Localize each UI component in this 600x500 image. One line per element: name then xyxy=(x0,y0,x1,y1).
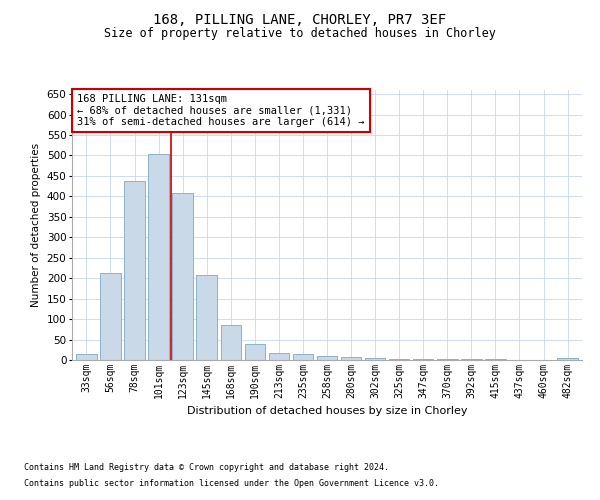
Text: Contains HM Land Registry data © Crown copyright and database right 2024.: Contains HM Land Registry data © Crown c… xyxy=(24,464,389,472)
Bar xyxy=(100,273,121,360)
Bar xyxy=(485,359,506,360)
Text: Contains public sector information licensed under the Open Government Licence v3: Contains public sector information licen… xyxy=(24,478,439,488)
Bar xyxy=(172,193,193,360)
Bar xyxy=(437,359,458,360)
Bar xyxy=(76,354,97,360)
Bar xyxy=(196,276,217,360)
Bar xyxy=(557,358,578,360)
Text: Size of property relative to detached houses in Chorley: Size of property relative to detached ho… xyxy=(104,28,496,40)
Bar xyxy=(245,344,265,360)
Bar xyxy=(365,358,385,360)
X-axis label: Distribution of detached houses by size in Chorley: Distribution of detached houses by size … xyxy=(187,406,467,416)
Bar xyxy=(413,359,433,360)
Text: 168 PILLING LANE: 131sqm
← 68% of detached houses are smaller (1,331)
31% of sem: 168 PILLING LANE: 131sqm ← 68% of detach… xyxy=(77,94,365,127)
Bar xyxy=(341,356,361,360)
Bar xyxy=(389,359,409,360)
Bar xyxy=(148,154,169,360)
Bar xyxy=(461,359,482,360)
Bar xyxy=(221,325,241,360)
Y-axis label: Number of detached properties: Number of detached properties xyxy=(31,143,41,307)
Bar xyxy=(293,354,313,360)
Bar xyxy=(124,181,145,360)
Bar xyxy=(269,353,289,360)
Text: 168, PILLING LANE, CHORLEY, PR7 3EF: 168, PILLING LANE, CHORLEY, PR7 3EF xyxy=(154,12,446,26)
Bar xyxy=(317,356,337,360)
